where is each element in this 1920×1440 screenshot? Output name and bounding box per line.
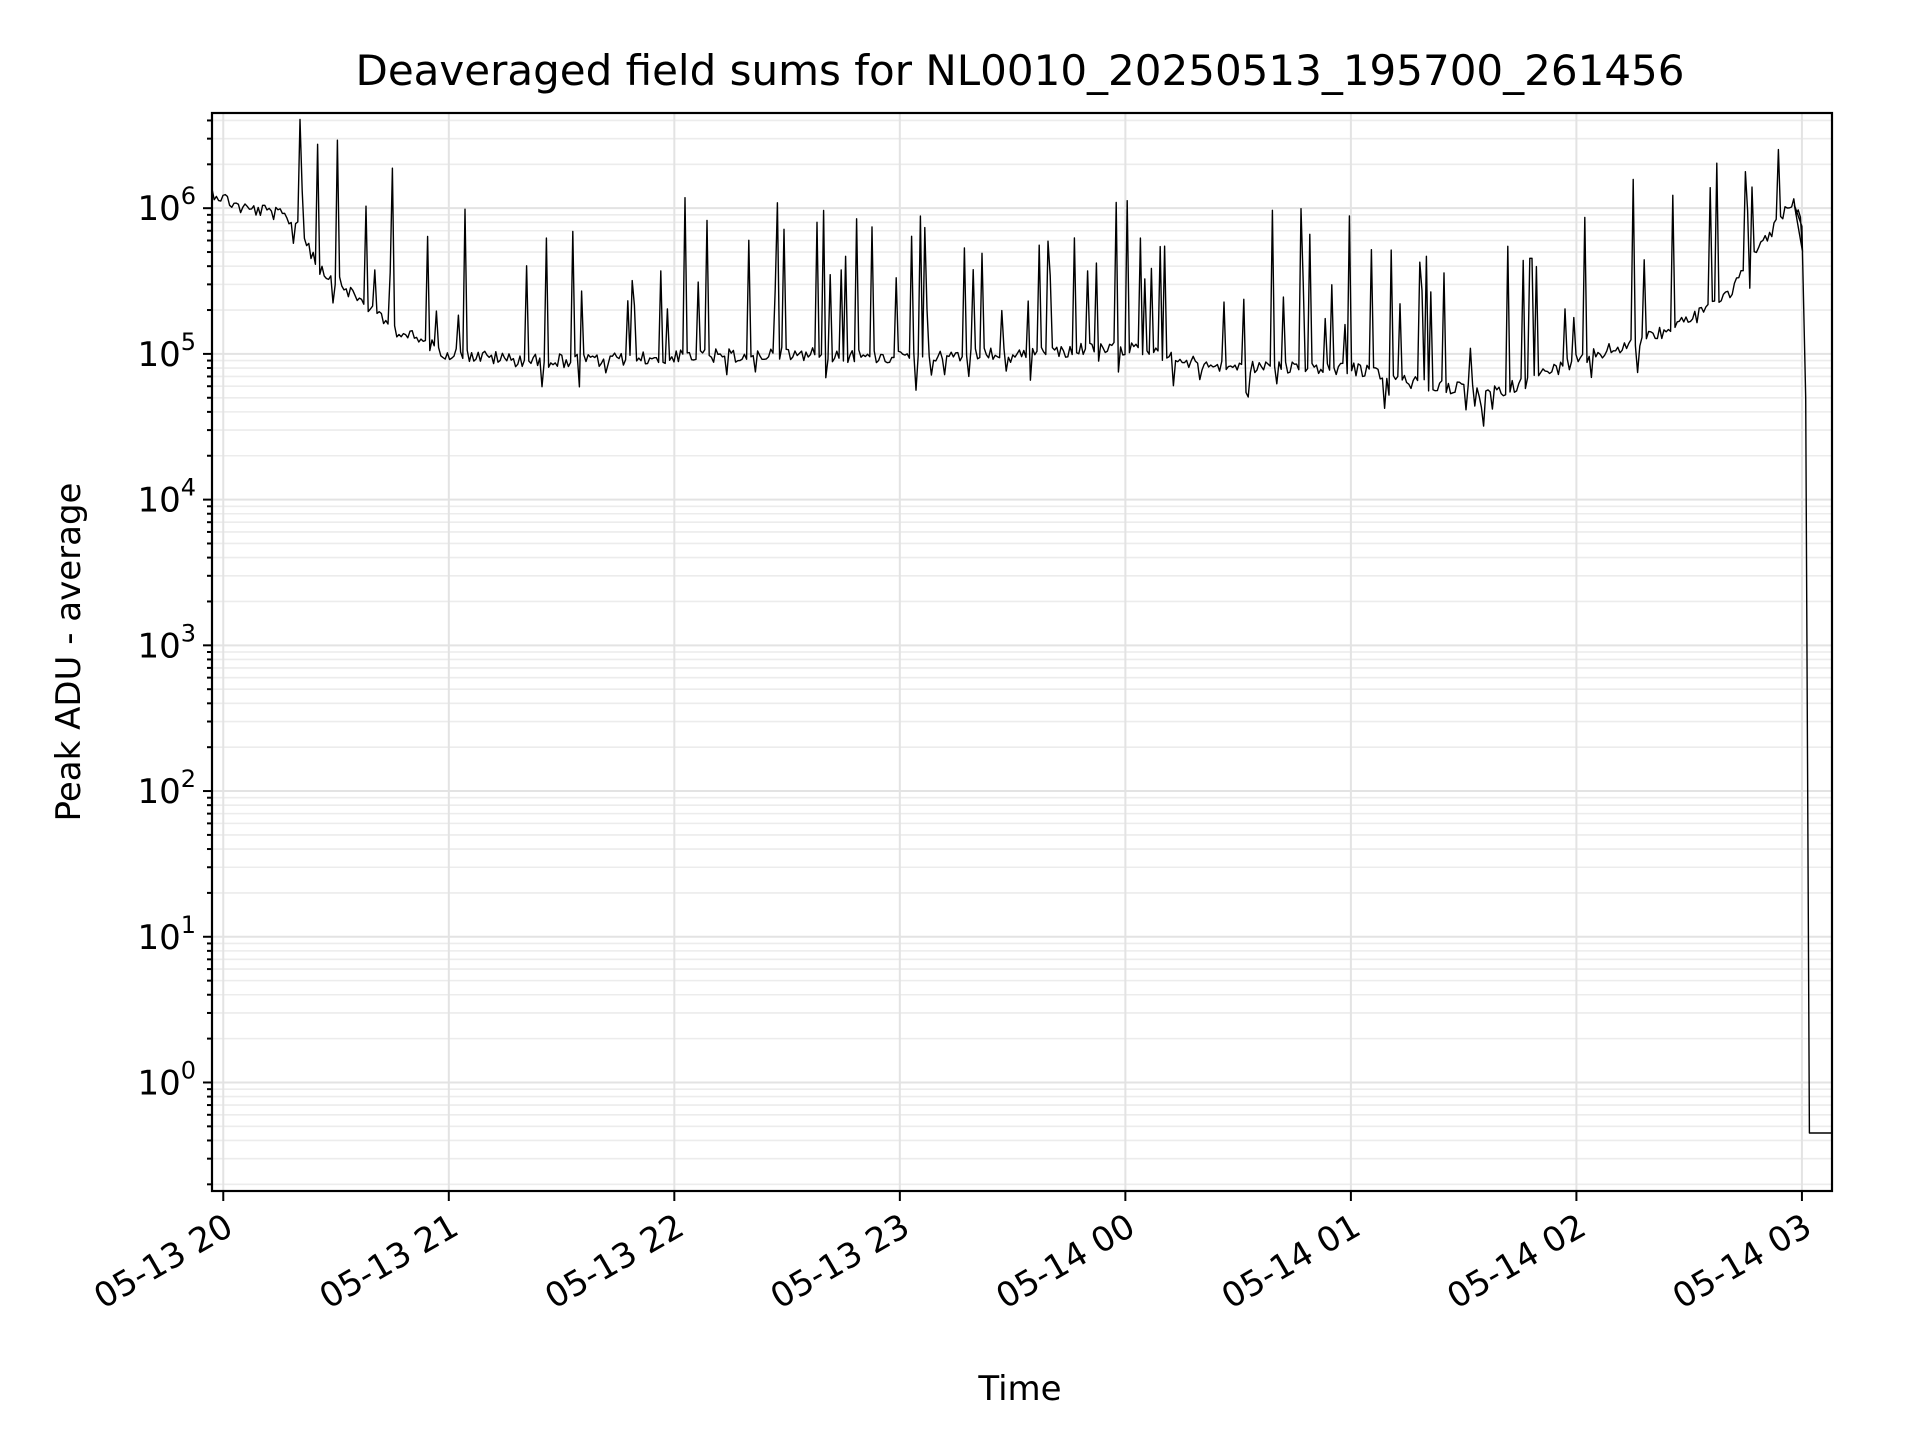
y-tick-label: 102 <box>137 765 196 812</box>
series-line <box>211 118 1832 1134</box>
x-tick-label: 05-13 21 <box>313 1206 465 1317</box>
y-tick-label: 106 <box>137 182 196 229</box>
y-tick-label: 105 <box>137 328 196 375</box>
x-tick-label: 05-14 03 <box>1666 1206 1818 1317</box>
x-tick-label: 05-14 02 <box>1441 1206 1593 1317</box>
x-tick-label: 05-13 23 <box>764 1206 916 1317</box>
y-tick-label: 101 <box>137 911 196 958</box>
y-axis-label: Peak ADU - average <box>49 483 89 822</box>
y-tick-label: 103 <box>137 619 196 666</box>
x-tick-label: 05-13 22 <box>538 1206 690 1317</box>
series-layer <box>211 118 1832 1134</box>
x-tick-label: 05-14 00 <box>989 1206 1141 1317</box>
grid <box>212 113 1832 1191</box>
x-axis-label: Time <box>977 1369 1061 1409</box>
x-tick-label: 05-14 01 <box>1215 1206 1367 1317</box>
x-tick-label: 05-13 20 <box>87 1206 239 1317</box>
y-tick-label: 100 <box>137 1056 196 1103</box>
chart-title: Deaveraged field sums for NL0010_2025051… <box>356 46 1685 95</box>
x-axis: 05-13 20 05-13 21 05-13 22 05-13 23 05-14 00… <box>87 1191 1818 1317</box>
y-tick-label: 104 <box>137 474 196 521</box>
y-axis: 106 105 104 103 102 101 100 <box>137 119 212 1186</box>
